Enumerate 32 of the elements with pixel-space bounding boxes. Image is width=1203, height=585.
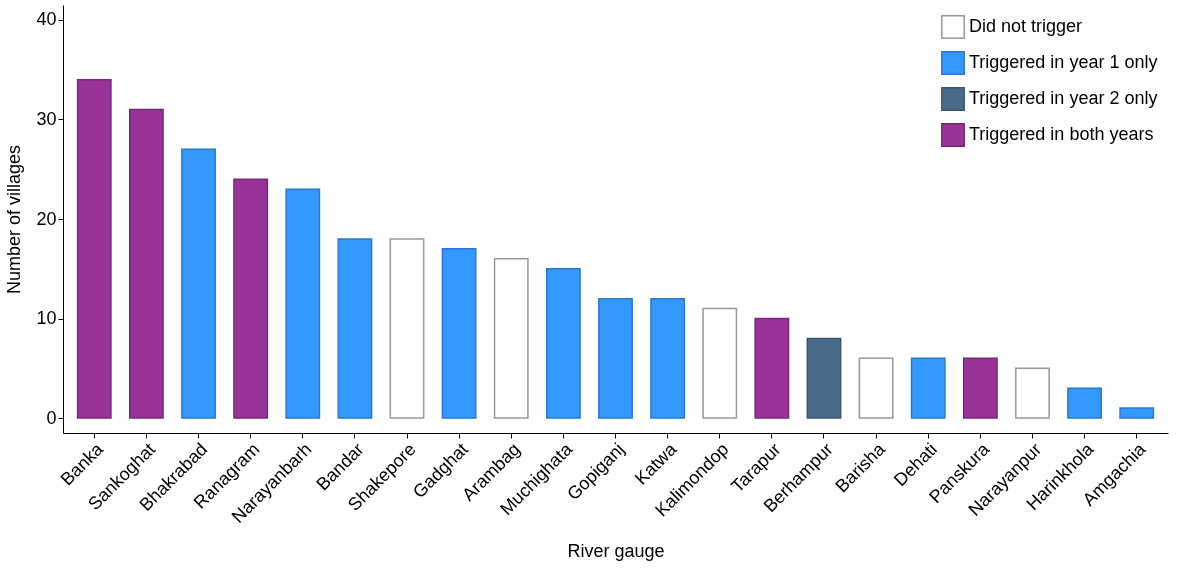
bar <box>910 357 946 419</box>
bar <box>1067 387 1103 419</box>
x-axis-title: River gauge <box>567 540 665 561</box>
bar <box>1119 407 1155 419</box>
bar <box>181 148 216 419</box>
y-tick-label: 40 <box>36 9 57 30</box>
bar <box>493 258 529 419</box>
y-tick-label: 0 <box>46 407 57 428</box>
bar <box>76 78 112 419</box>
bar <box>858 357 894 419</box>
y-tick-label: 20 <box>36 208 57 229</box>
bar <box>702 307 738 419</box>
y-tick-label: 10 <box>36 308 57 329</box>
legend-label: Did not trigger <box>969 16 1083 36</box>
bar <box>598 297 633 419</box>
bar <box>806 337 842 419</box>
bar <box>285 188 321 419</box>
y-axis-title: Number of villages <box>4 144 25 295</box>
bar <box>754 317 790 419</box>
bar <box>128 108 164 419</box>
bar <box>337 238 373 419</box>
bar <box>962 357 998 419</box>
legend-label: Triggered in year 1 only <box>969 52 1158 72</box>
bar <box>233 178 269 419</box>
bar <box>650 297 686 419</box>
bar <box>545 268 581 419</box>
bar <box>389 238 425 419</box>
legend-label: Triggered in both years <box>969 124 1154 144</box>
bar <box>441 248 477 419</box>
legend-label: Triggered in year 2 only <box>969 88 1158 108</box>
bar <box>1015 367 1050 419</box>
y-tick-label: 30 <box>36 108 57 129</box>
